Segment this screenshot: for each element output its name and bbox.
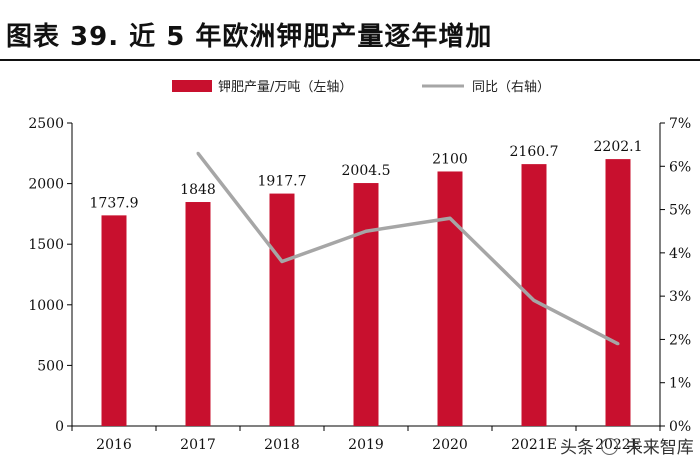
yoy-point-2018 bbox=[280, 260, 284, 264]
title-underline bbox=[0, 59, 700, 61]
bar-2021E bbox=[521, 164, 547, 426]
chart-title: 图表 39. 近 5 年欧洲钾肥产量逐年增加 bbox=[6, 22, 493, 52]
watermark-prefix: 头条 bbox=[560, 438, 594, 458]
yoy-point-2019 bbox=[364, 229, 368, 233]
watermark-source: 未来智库 bbox=[625, 438, 694, 458]
left-tick-labels: 0 500 1000 1500 2000 2500 bbox=[28, 116, 64, 435]
bar-value-label-2016: 1737.9 bbox=[90, 195, 139, 211]
bar-2016 bbox=[101, 215, 127, 426]
left-tick-label-0: 0 bbox=[55, 419, 64, 435]
right-tick-label-0: 0% bbox=[669, 419, 691, 435]
bar-series bbox=[101, 159, 631, 427]
right-tick-label-2: 2% bbox=[669, 332, 691, 348]
bar-value-label-2018: 1917.7 bbox=[258, 174, 307, 190]
left-tick-label-500: 500 bbox=[37, 358, 64, 374]
watermark: 头条 未来智库 bbox=[560, 433, 694, 458]
yoy-growth-line bbox=[196, 152, 619, 346]
x-label-2020: 2020 bbox=[432, 437, 468, 453]
bar-value-label-2021E: 2160.7 bbox=[510, 144, 559, 160]
right-tick-labels: 0% 1% 2% 3% 4% 5% 6% 7% bbox=[669, 116, 691, 435]
yoy-point-2020 bbox=[448, 216, 452, 220]
right-tick-label-6: 6% bbox=[669, 159, 691, 175]
bar-data-labels: 1737.9 1848 1917.7 2004.5 2100 2160.7 2202.1 bbox=[90, 139, 643, 211]
left-tick-label-2500: 2500 bbox=[28, 116, 64, 132]
x-label-2018: 2018 bbox=[264, 437, 300, 453]
x-label-2016: 2016 bbox=[96, 437, 132, 453]
legend-bar-label: 钾肥产量/万吨（左轴） bbox=[218, 80, 352, 95]
x-label-2021E: 2021E bbox=[511, 437, 557, 453]
right-tick-label-5: 5% bbox=[669, 203, 691, 219]
right-tick-label-1: 1% bbox=[669, 376, 691, 392]
bar-2022E bbox=[605, 159, 631, 427]
x-label-2017: 2017 bbox=[180, 437, 216, 453]
bar-value-label-2022E: 2202.1 bbox=[594, 139, 643, 155]
yoy-point-2021E bbox=[532, 298, 536, 302]
left-tick-label-1000: 1000 bbox=[28, 298, 64, 314]
bar-2017 bbox=[185, 202, 211, 426]
left-tick-label-2000: 2000 bbox=[28, 177, 64, 193]
wechat-icon bbox=[601, 438, 619, 455]
bar-2019 bbox=[353, 183, 379, 426]
title-bar: 图表 39. 近 5 年欧洲钾肥产量逐年增加 bbox=[0, 0, 700, 61]
bar-value-label-2017: 1848 bbox=[180, 182, 216, 198]
legend-line-label: 同比（右轴） bbox=[472, 80, 550, 95]
bar-value-label-2019: 2004.5 bbox=[342, 163, 391, 179]
right-tick-label-7: 7% bbox=[669, 116, 691, 132]
yoy-point-2022E bbox=[616, 342, 620, 346]
right-tick-label-3: 3% bbox=[669, 289, 691, 305]
legend-bar-swatch bbox=[172, 80, 212, 92]
bar-2018 bbox=[269, 193, 295, 426]
x-label-2019: 2019 bbox=[348, 437, 384, 453]
yoy-point-2017 bbox=[196, 151, 200, 155]
bar-value-label-2020: 2100 bbox=[432, 151, 468, 167]
line-series bbox=[196, 151, 620, 346]
left-tick-label-1500: 1500 bbox=[28, 237, 64, 253]
legend: 钾肥产量/万吨（左轴） 同比（右轴） bbox=[172, 80, 550, 95]
bar-2020 bbox=[437, 171, 463, 426]
right-tick-label-4: 4% bbox=[669, 246, 691, 262]
